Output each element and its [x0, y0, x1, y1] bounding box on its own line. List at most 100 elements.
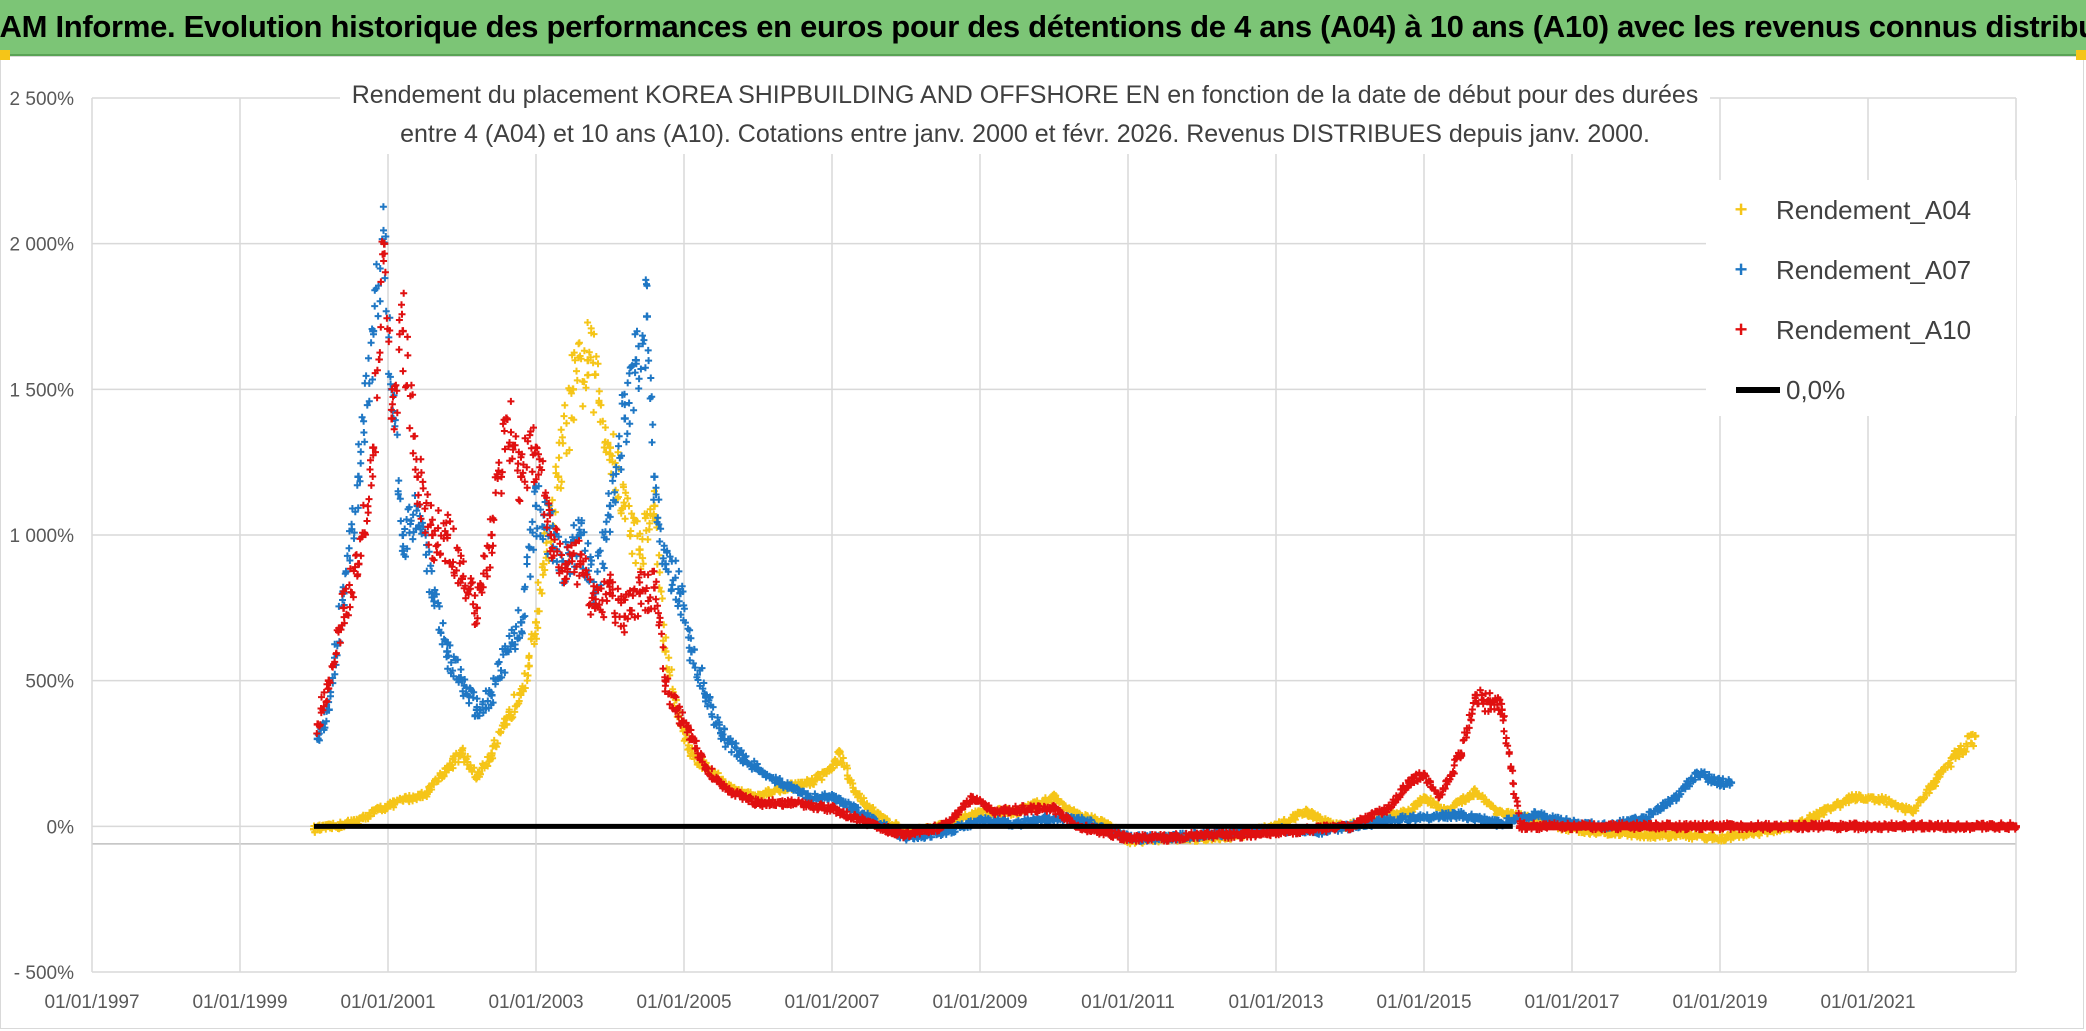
data-point-a04	[1952, 749, 1961, 758]
corner-marker-left	[0, 50, 10, 60]
data-point-a07	[1531, 810, 1539, 819]
x-tick-label: 01/01/2019	[1672, 992, 1767, 1013]
data-point-a04	[1494, 807, 1502, 816]
data-point-a07	[702, 691, 711, 700]
data-point-a04	[1301, 807, 1310, 816]
legend-marker-a10: +	[1734, 317, 1748, 342]
data-point-a10	[1486, 699, 1495, 708]
data-point-a10	[606, 589, 614, 598]
data-point-a10	[324, 676, 333, 685]
data-point-a04	[583, 356, 592, 365]
data-point-a07	[650, 472, 659, 481]
data-point-a04	[487, 749, 496, 758]
data-point-a07	[739, 755, 748, 764]
legend-marker-zero	[1736, 387, 1780, 393]
data-point-a10	[387, 414, 396, 423]
data-point-a10	[1272, 828, 1280, 837]
data-point-a10	[1198, 831, 1206, 840]
data-point-a04	[502, 720, 511, 729]
data-point-a04	[1050, 793, 1058, 802]
data-point-a10	[968, 793, 977, 802]
x-tick-label: 01/01/1997	[44, 992, 139, 1013]
data-point-a10	[791, 799, 799, 808]
x-tick-label: 01/01/2011	[1081, 992, 1175, 1013]
data-point-a07	[776, 778, 785, 787]
data-point-a04	[850, 787, 859, 796]
chart-frame	[0, 56, 2084, 1029]
y-tick-label: 0%	[47, 817, 75, 838]
y-tick-label: 2 500%	[10, 89, 75, 110]
data-point-a04	[620, 501, 629, 510]
data-point-a07	[1693, 769, 1702, 778]
data-point-a10	[339, 603, 348, 612]
data-point-a10	[380, 239, 389, 248]
data-point-a10	[1434, 793, 1443, 802]
x-tick-label: 01/01/2015	[1376, 992, 1471, 1013]
x-tick-label: 01/01/2003	[488, 992, 583, 1013]
legend-marker-a07: +	[1734, 257, 1748, 282]
data-point-a04	[591, 370, 600, 379]
data-point-a10	[561, 560, 570, 569]
data-point-a04	[635, 545, 644, 554]
x-tick-label: 01/01/2001	[340, 992, 435, 1013]
data-point-a07	[443, 647, 452, 656]
data-point-a04	[472, 772, 481, 781]
data-point-a04	[976, 807, 984, 816]
data-point-a10	[1457, 749, 1465, 758]
report-banner-title: ADAM Informe. Evolution historique des p…	[0, 0, 2086, 56]
data-point-a10	[1101, 828, 1110, 837]
data-point-a07	[976, 816, 984, 825]
data-point-a10	[1050, 804, 1058, 813]
data-point-a04	[458, 749, 466, 758]
data-point-a10	[1235, 831, 1243, 840]
data-point-a04	[539, 560, 548, 569]
data-point-a10	[702, 764, 711, 773]
legend-label-a04: Rendement_A04	[1776, 194, 1972, 225]
data-point-a07	[643, 312, 651, 321]
data-point-a04	[1971, 732, 1980, 741]
y-tick-label: 1 500%	[10, 380, 75, 401]
data-point-a10	[635, 589, 644, 598]
x-axis-ticks: 01/01/1997 01/01/1999 01/01/2001 01/01/2003…	[44, 992, 1915, 1013]
data-point-a07	[458, 676, 466, 685]
data-point-a07	[1420, 813, 1428, 822]
data-point-a10	[1161, 833, 1169, 842]
data-point-a07	[428, 589, 437, 598]
data-point-a07	[717, 729, 725, 738]
legend-label-a07: Rendement_A07	[1776, 254, 1972, 285]
data-point-a04	[1908, 807, 1917, 816]
data-point-a10	[902, 831, 910, 840]
data-point-a04	[1679, 831, 1687, 840]
data-point-a07	[676, 589, 685, 598]
data-point-a10	[532, 443, 540, 452]
data-point-a04	[1642, 831, 1650, 840]
series-markers-a07	[314, 203, 1734, 845]
legend-item-a07: + Rendement_A07	[1706, 250, 2016, 290]
data-point-a04	[421, 790, 429, 799]
x-tick-label: 01/01/2007	[784, 992, 879, 1013]
data-point-a07	[606, 501, 614, 510]
data-point-a07	[631, 356, 640, 365]
legend-label-zero: 0,0%	[1786, 374, 1846, 405]
legend-item-a10: + Rendement_A10	[1706, 310, 2016, 350]
data-point-a07	[1079, 816, 1088, 825]
data-point-a07	[576, 531, 585, 539]
data-point-a10	[443, 531, 452, 539]
data-point-a10	[754, 799, 762, 808]
data-point-a04	[687, 749, 696, 758]
data-point-a10	[620, 612, 629, 621]
data-point-a07	[687, 647, 696, 656]
series-rendement-a07	[313, 203, 1736, 845]
x-tick-label: 01/01/2009	[932, 992, 1027, 1013]
data-point-a04	[835, 749, 844, 758]
data-point-a04	[606, 443, 614, 452]
data-point-a10	[672, 705, 681, 714]
data-point-a10	[1124, 833, 1132, 842]
data-point-a04	[354, 816, 363, 825]
data-point-a04	[1930, 778, 1939, 787]
data-point-a10	[458, 574, 466, 583]
data-point-a07	[1727, 778, 1736, 787]
y-tick-label: - 500%	[14, 963, 74, 984]
legend-item-zero: 0,0%	[1706, 370, 2016, 410]
